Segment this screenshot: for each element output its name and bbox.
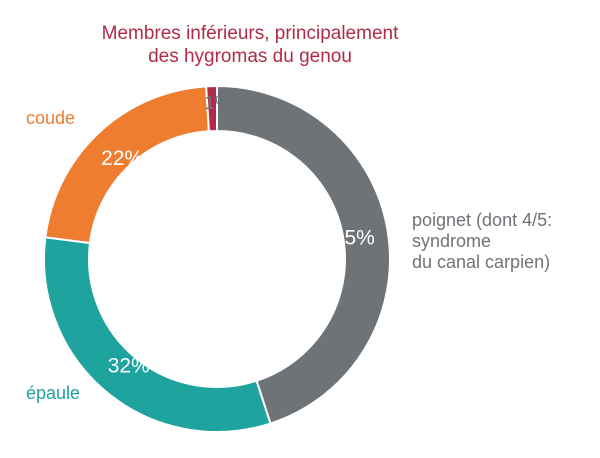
donut-value-labels: 45% 32% 22% 1% [101, 93, 375, 378]
label-poignet-line1: poignet (dont 4/5: [412, 210, 553, 230]
label-poignet: poignet (dont 4/5: syndrome du canal car… [412, 210, 552, 273]
label-coude: coude [26, 108, 76, 128]
label-membres-inferieurs: Membres inférieurs, principalement des h… [70, 22, 430, 68]
value-label-32pct: 32% [108, 355, 150, 378]
value-label-45pct: 45% [333, 226, 375, 249]
label-epaule: épaule [26, 383, 81, 403]
donut-slices [43, 84, 392, 433]
slice-poignet-dont-4-5-syndrom [216, 84, 392, 425]
label-membres-inferieurs-line1: Membres inférieurs, principalement [101, 23, 399, 44]
label-membres-inferieurs-line2: des hygromas du genou [148, 46, 352, 67]
label-poignet-line3: du canal carpien) [412, 252, 551, 272]
value-label-1pct: 1% [204, 93, 232, 114]
label-poignet-line2: syndrome [412, 231, 492, 251]
slice-membres-inferieurs-princ [205, 84, 218, 133]
value-label-22pct: 22% [101, 147, 143, 170]
